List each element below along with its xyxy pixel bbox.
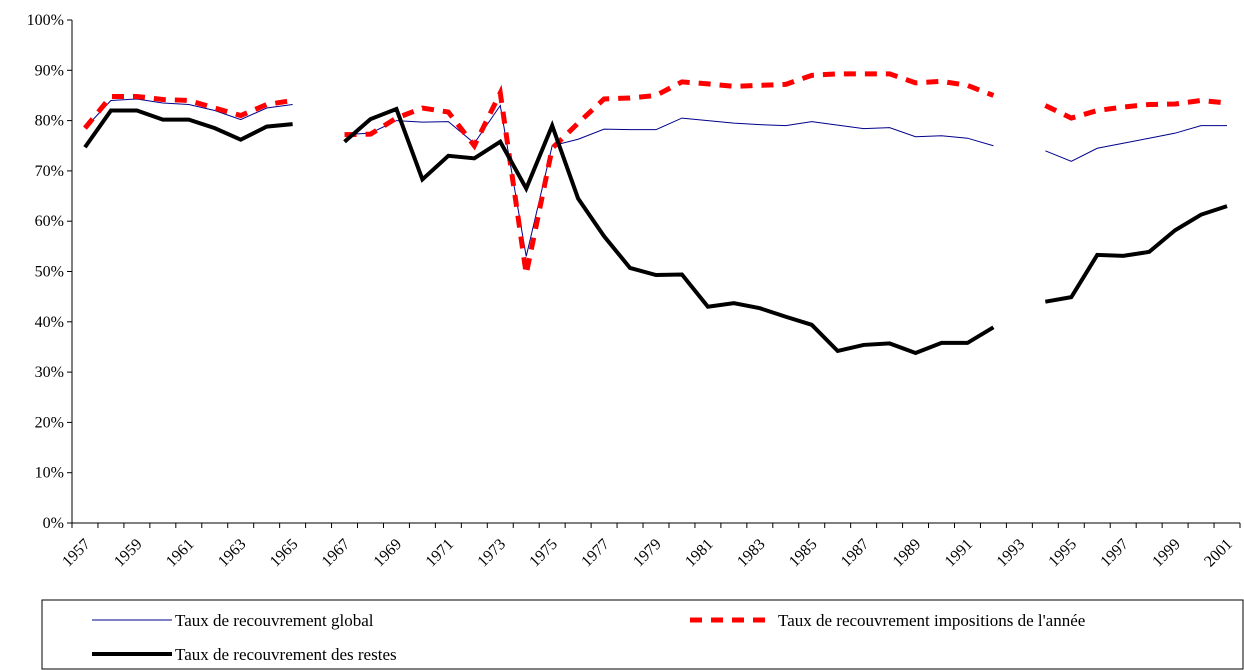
x-tick-label: 1981 <box>682 536 717 571</box>
legend-label: Taux de recouvrement des restes <box>175 645 397 664</box>
y-tick-label: 60% <box>35 213 64 230</box>
x-tick-label: 1983 <box>734 536 769 571</box>
series-line <box>83 106 1228 356</box>
y-tick-label: 10% <box>35 465 64 482</box>
x-tick-label: 1967 <box>319 536 354 571</box>
x-tick-label: 1979 <box>630 536 665 571</box>
x-tick-label: 1971 <box>423 536 458 571</box>
y-tick-label: 80% <box>35 113 64 130</box>
y-tick-label: 50% <box>35 264 64 281</box>
x-tick-label: 2001 <box>1201 536 1236 571</box>
x-tick-label: 1957 <box>59 536 94 571</box>
x-tick-label: 1975 <box>526 536 561 571</box>
y-tick-label: 20% <box>35 414 64 431</box>
x-tick-label: 1965 <box>267 536 302 571</box>
y-tick-label: 90% <box>35 62 64 79</box>
legend-box <box>41 599 1244 670</box>
series-line <box>83 71 1228 275</box>
x-tick-label: 1999 <box>1149 536 1184 571</box>
x-tick-label: 1993 <box>994 536 1029 571</box>
y-tick-label: 40% <box>35 314 64 331</box>
x-tick-label: 1977 <box>578 536 613 571</box>
x-tick-label: 1973 <box>474 536 509 571</box>
legend-label: Taux de recouvrement global <box>175 611 374 630</box>
legend-label: Taux de recouvrement impositions de l'an… <box>778 611 1085 630</box>
x-tick-label: 1969 <box>371 536 406 571</box>
x-tick-label: 1959 <box>111 536 146 571</box>
y-tick-label: 70% <box>35 163 64 180</box>
x-tick-label: 1963 <box>215 536 250 571</box>
x-tick-label: 1997 <box>1097 536 1132 571</box>
y-tick-label: 30% <box>35 364 64 381</box>
y-tick-label: 100% <box>27 12 64 29</box>
x-tick-label: 1991 <box>942 536 977 571</box>
x-tick-label: 1985 <box>786 536 821 571</box>
x-tick-label: 1987 <box>838 536 873 571</box>
x-tick-label: 1989 <box>890 536 925 571</box>
x-tick-label: 1961 <box>163 536 198 571</box>
y-tick-label: 0% <box>43 515 64 532</box>
series-line <box>84 98 1228 257</box>
x-tick-label: 1995 <box>1045 536 1080 571</box>
